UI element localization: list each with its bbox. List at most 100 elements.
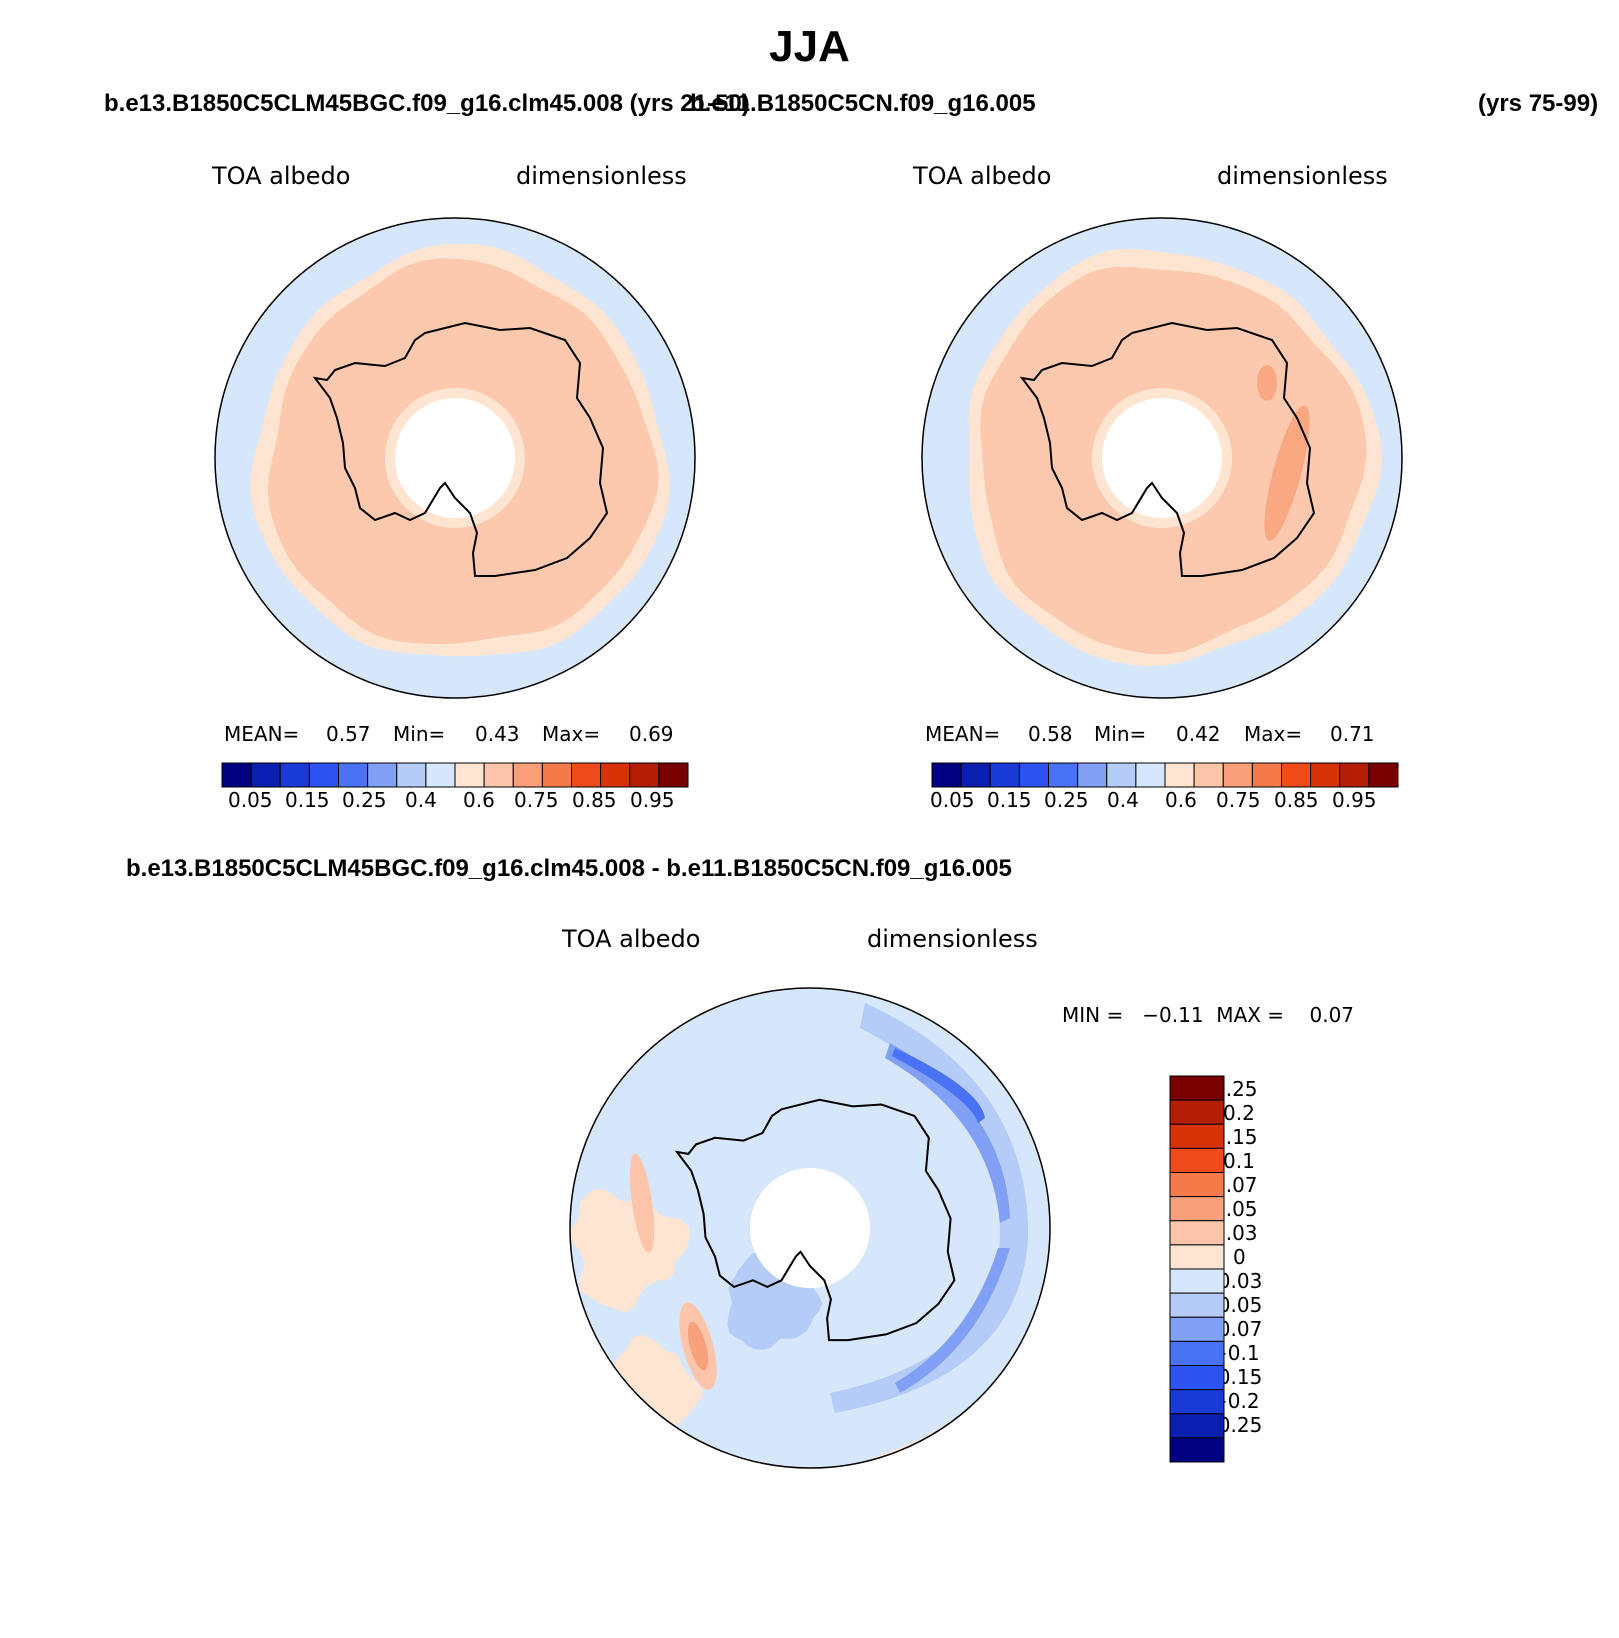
panel1-units-label: dimensionless xyxy=(516,162,687,190)
positive-anomaly-peak xyxy=(687,1321,709,1371)
colorbar-swatch xyxy=(1169,1413,1225,1439)
colorbar-swatch xyxy=(221,762,252,788)
cbar2-tick: 0.75 xyxy=(1216,788,1261,812)
cbar2-tick: 0.05 xyxy=(930,788,975,812)
panel3-units-label: dimensionless xyxy=(867,925,1038,953)
colorbar-swatch xyxy=(279,762,310,788)
panel2-max-value: 0.71 xyxy=(1330,722,1375,746)
cbar2-tick: 0.15 xyxy=(987,788,1032,812)
cbar2-tick: 0.95 xyxy=(1332,788,1377,812)
colorbar-swatch xyxy=(512,762,543,788)
colorbar-swatch xyxy=(1169,1075,1225,1101)
negative-anomaly-peak xyxy=(892,1048,985,1123)
colorbar-swatch xyxy=(1251,762,1282,788)
cbar1-tick: 0.25 xyxy=(342,788,387,812)
cbar1-tick: 0.85 xyxy=(572,788,617,812)
colorbar-swatch xyxy=(1281,762,1312,788)
map-border xyxy=(569,987,1051,1469)
cbar2-tick: 0.6 xyxy=(1165,788,1197,812)
colorbar-swatch xyxy=(1169,1220,1225,1246)
colorbar-swatch xyxy=(1169,1437,1225,1463)
colorbar-swatch xyxy=(1339,762,1370,788)
colorbar-swatch xyxy=(308,762,339,788)
map-panel-3 xyxy=(569,987,1051,1469)
colorbar-swatch xyxy=(1169,1365,1225,1391)
colorbar-swatch xyxy=(454,762,485,788)
cbar1-tick: 0.95 xyxy=(630,788,675,812)
missing-data-pole xyxy=(395,398,515,518)
colorbar-swatch xyxy=(989,762,1020,788)
colorbar-swatch xyxy=(1169,1389,1225,1415)
case2-title: b.e11.B1850C5CN.f09_g16.005 xyxy=(690,90,1036,117)
colorbar-swatch xyxy=(338,762,369,788)
albedo-peak xyxy=(1264,405,1310,541)
antarctica-coastline xyxy=(312,321,609,577)
colorbar-swatch xyxy=(658,762,689,788)
map-border xyxy=(921,217,1403,699)
colorbar-swatch xyxy=(541,762,572,788)
cbar3-tick: 0.2 xyxy=(1223,1101,1255,1125)
colorbar-swatch xyxy=(571,762,602,788)
antarctica-coastline xyxy=(1019,321,1316,577)
colorbar-swatch xyxy=(367,762,398,788)
colorbar-horizontal xyxy=(221,762,689,788)
colorbar-swatch xyxy=(1368,762,1399,788)
antarctica-coastline xyxy=(674,1098,956,1342)
case2-years: (yrs 75-99) xyxy=(1478,90,1599,117)
colorbar-vertical xyxy=(1169,1075,1225,1463)
colorbar-horizontal xyxy=(931,762,1399,788)
colorbar-swatch xyxy=(1169,1099,1225,1125)
panel1-mean-label: MEAN= xyxy=(224,722,300,746)
colorbar-swatch xyxy=(483,762,514,788)
colorbar-swatch xyxy=(960,762,991,788)
panel2-mean-value: 0.58 xyxy=(1028,722,1073,746)
colorbar-swatch xyxy=(1169,1244,1225,1270)
cbar3-tick: 0.1 xyxy=(1223,1149,1255,1173)
colorbar-swatch xyxy=(1169,1316,1225,1342)
cbar1-tick: 0.75 xyxy=(514,788,559,812)
diff-title: b.e13.B1850C5CLM45BGC.f09_g16.clm45.008 … xyxy=(126,855,1012,882)
panel2-min-value: 0.42 xyxy=(1176,722,1221,746)
panel2-units-label: dimensionless xyxy=(1217,162,1388,190)
negative-anomaly-strong xyxy=(895,1248,1010,1393)
cbar1-tick: 0.15 xyxy=(285,788,330,812)
panel2-variable-label: TOA albedo xyxy=(913,162,1052,190)
cbar3-tick: 0 xyxy=(1233,1245,1246,1269)
panel1-min-label: Min= xyxy=(393,722,446,746)
colorbar-swatch xyxy=(1310,762,1341,788)
panel1-min-value: 0.43 xyxy=(475,722,520,746)
panel2-max-label: Max= xyxy=(1244,722,1303,746)
colorbar-swatch xyxy=(425,762,456,788)
colorbar-swatch xyxy=(250,762,281,788)
colorbar-swatch xyxy=(1222,762,1253,788)
colorbar-swatch xyxy=(1169,1172,1225,1198)
colorbar-swatch xyxy=(1018,762,1049,788)
map-border xyxy=(214,217,696,699)
colorbar-swatch xyxy=(1048,762,1079,788)
panel2-min-label: Min= xyxy=(1094,722,1147,746)
panel1-max-value: 0.69 xyxy=(629,722,674,746)
cbar1-tick: 0.4 xyxy=(405,788,437,812)
main-title: JJA xyxy=(769,22,850,71)
panel2-mean-label: MEAN= xyxy=(925,722,1001,746)
colorbar-swatch xyxy=(1164,762,1195,788)
cbar1-tick: 0.05 xyxy=(228,788,273,812)
panel1-max-label: Max= xyxy=(542,722,601,746)
case1-title: b.e13.B1850C5CLM45BGC.f09_g16.clm45.008 … xyxy=(104,90,750,117)
colorbar-swatch xyxy=(1169,1123,1225,1149)
positive-anomaly xyxy=(629,1153,655,1253)
colorbar-swatch xyxy=(1169,1340,1225,1366)
panel3-variable-label: TOA albedo xyxy=(562,925,701,953)
colorbar-swatch xyxy=(1106,762,1137,788)
colorbar-swatch xyxy=(600,762,631,788)
positive-anomaly xyxy=(570,1189,690,1313)
map-panel-1 xyxy=(214,217,696,699)
panel1-mean-value: 0.57 xyxy=(326,722,371,746)
cbar2-tick: 0.25 xyxy=(1044,788,1089,812)
colorbar-swatch xyxy=(1169,1268,1225,1294)
colorbar-swatch xyxy=(1077,762,1108,788)
cbar2-tick: 0.85 xyxy=(1274,788,1319,812)
colorbar-swatch xyxy=(1135,762,1166,788)
panel3-minmax-text: MIN = −0.11 MAX = 0.07 xyxy=(1062,1003,1355,1027)
